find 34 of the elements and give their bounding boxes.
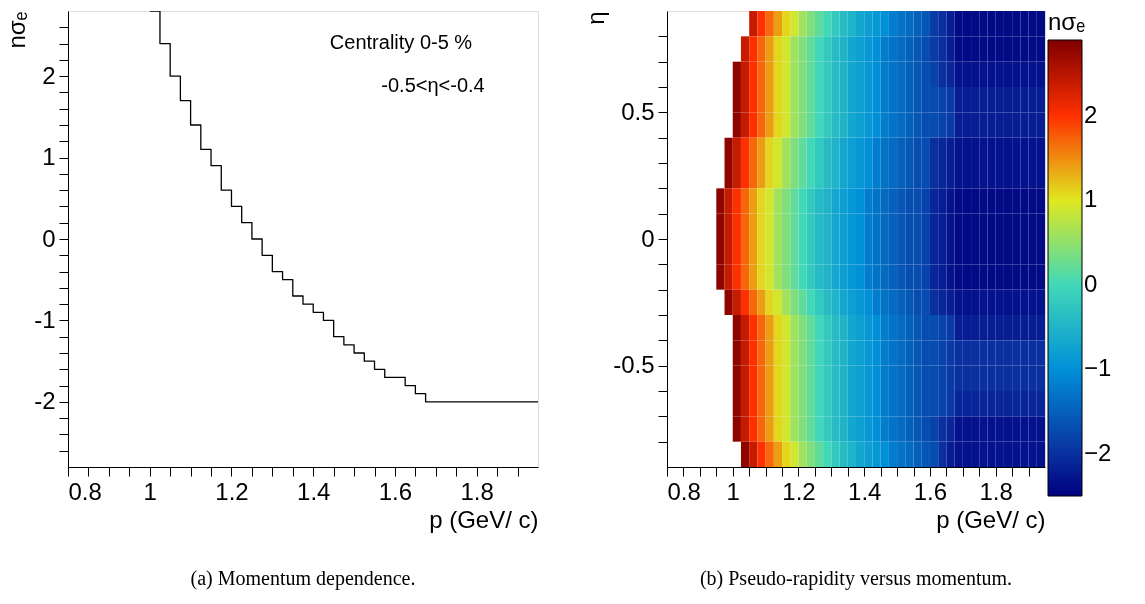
x-tick-label: 0.8 — [68, 477, 102, 505]
x-tick-label: 1.2 — [782, 477, 816, 505]
x-tick-label: 1.4 — [297, 477, 331, 505]
y-tick-label: 2 — [42, 61, 56, 89]
text: (b) Pseudo-rapidity versus momentum. — [699, 567, 1013, 590]
y-axis-title: η — [582, 11, 610, 25]
y-tick-label: 0.5 — [621, 97, 655, 125]
x-tick-label: 1.4 — [848, 477, 882, 505]
y-tick-label: 0 — [641, 224, 655, 252]
y-tick-label: -2 — [34, 387, 56, 415]
annotation: Centrality 0-5 % — [329, 31, 473, 53]
x-tick-label: 1.6 — [378, 477, 413, 505]
y-tick-label: 1 — [42, 143, 56, 171]
x-tick-label: 1 — [143, 477, 157, 505]
y-axis-title: nσₑ — [3, 11, 31, 49]
y-tick-label: -1 — [34, 305, 56, 333]
x-tick-label: 0.8 — [667, 477, 701, 505]
x-tick-label: 1.8 — [460, 477, 494, 505]
color-bar-label: −1 — [1084, 354, 1112, 382]
x-axis-title: p (GeV/ c) — [936, 505, 1046, 533]
color-bar-label: 0 — [1084, 269, 1098, 297]
color-bar-label: −2 — [1084, 438, 1112, 466]
color-bar-label: 1 — [1084, 185, 1098, 213]
annotation: -0.5<η<-0.4 — [381, 74, 485, 96]
color-bar-label: 2 — [1084, 101, 1098, 128]
color-bar-title: nσₑ — [1048, 8, 1086, 35]
y-tick-label: 0 — [42, 224, 56, 252]
x-axis-title: p (GeV/ c) — [429, 505, 539, 533]
x-tick-label: 1 — [726, 477, 740, 505]
y-tick-label: -0.5 — [613, 351, 655, 379]
x-tick-label: 1.8 — [979, 477, 1013, 505]
x-tick-label: 1.2 — [215, 477, 249, 505]
text: (a) Momentum dependence. — [190, 567, 416, 590]
x-tick-label: 1.6 — [913, 477, 948, 505]
